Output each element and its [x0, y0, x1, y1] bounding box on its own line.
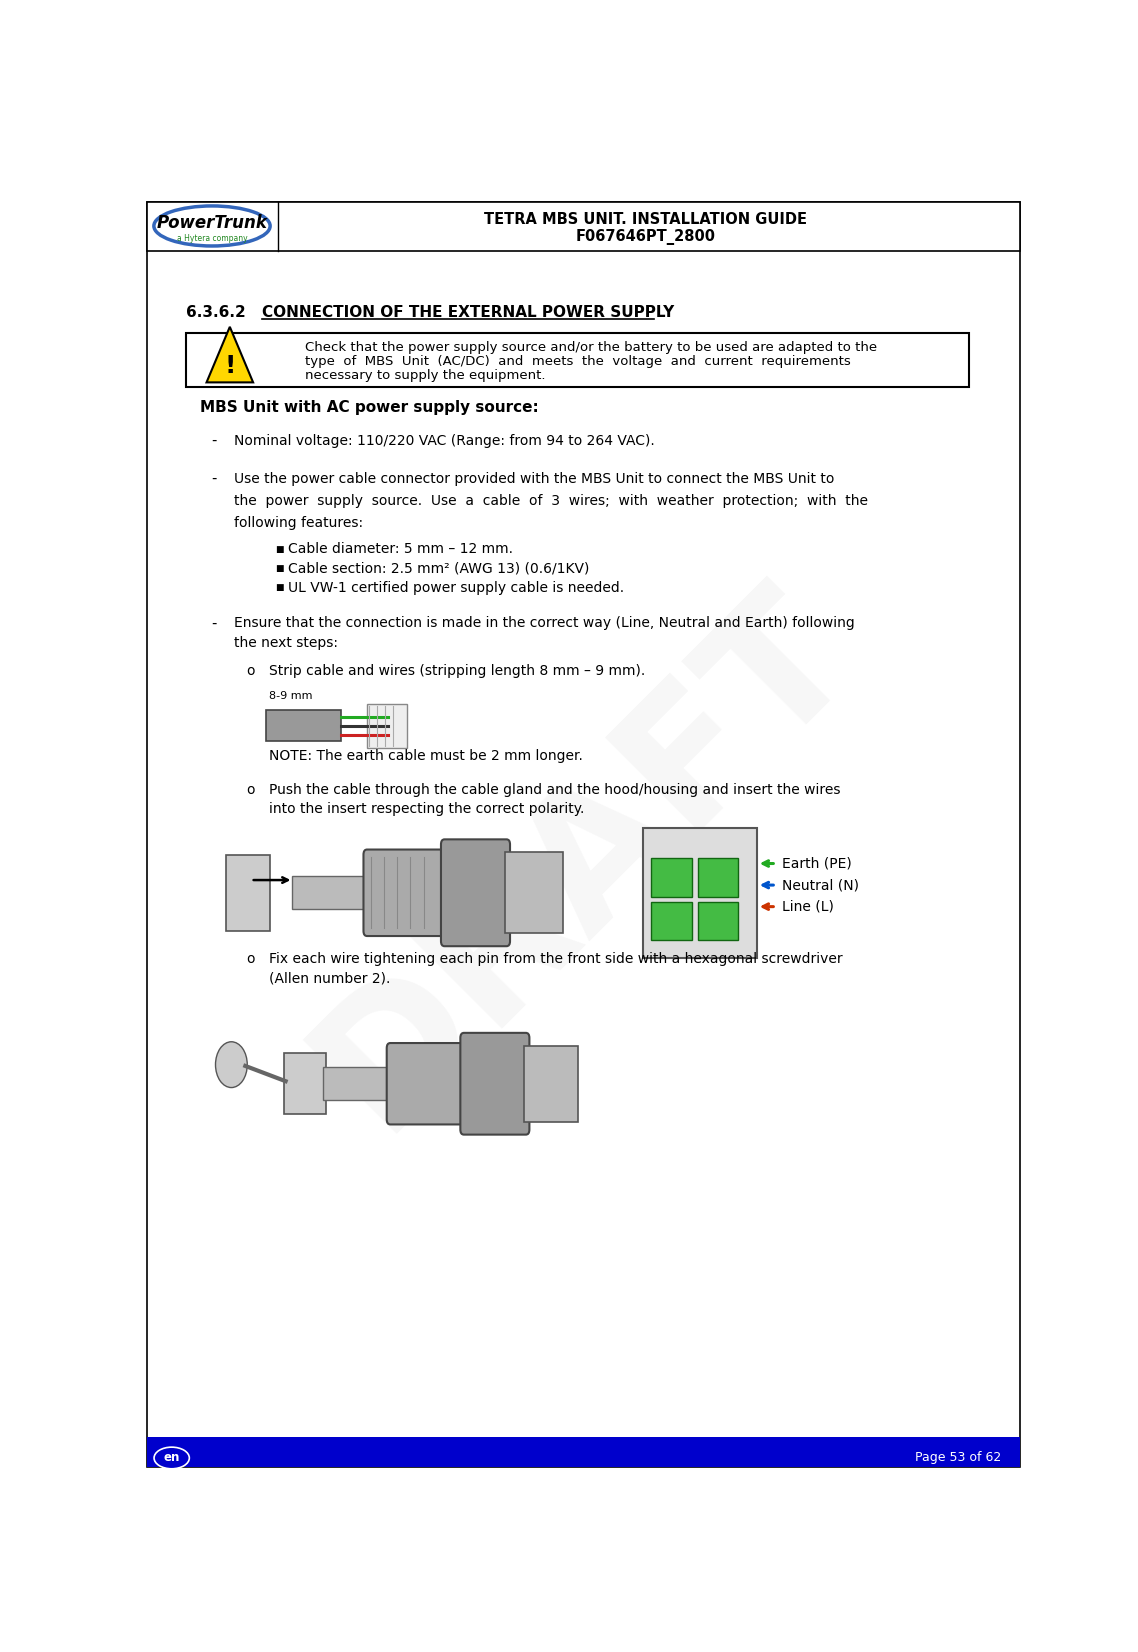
FancyBboxPatch shape [505, 852, 562, 933]
FancyBboxPatch shape [651, 902, 692, 940]
Text: -: - [212, 433, 217, 448]
Text: a Hytera company: a Hytera company [176, 235, 247, 243]
Text: UL VW-1 certified power supply cable is needed.: UL VW-1 certified power supply cable is … [288, 582, 624, 595]
FancyBboxPatch shape [187, 334, 970, 387]
Text: 6.3.6.2: 6.3.6.2 [187, 304, 257, 320]
Text: ■: ■ [275, 583, 284, 593]
Text: into the insert respecting the correct polarity.: into the insert respecting the correct p… [269, 801, 584, 816]
FancyBboxPatch shape [440, 839, 510, 947]
FancyBboxPatch shape [147, 1437, 1020, 1467]
Text: type  of  MBS  Unit  (AC/DC)  and  meets  the  voltage  and  current  requiremen: type of MBS Unit (AC/DC) and meets the v… [305, 355, 851, 368]
Text: Page 53 of 62: Page 53 of 62 [915, 1452, 1001, 1464]
Text: !: ! [224, 354, 236, 378]
FancyBboxPatch shape [323, 1067, 419, 1100]
Text: Push the cable through the cable gland and the hood/housing and insert the wires: Push the cable through the cable gland a… [269, 783, 840, 796]
Text: Check that the power supply source and/or the battery to be used are adapted to : Check that the power supply source and/o… [305, 340, 877, 354]
Text: Nominal voltage: 110/220 VAC (Range: from 94 to 264 VAC).: Nominal voltage: 110/220 VAC (Range: fro… [233, 434, 654, 448]
FancyBboxPatch shape [225, 854, 270, 932]
FancyBboxPatch shape [147, 202, 1020, 251]
Text: Use the power cable connector provided with the MBS Unit to connect the MBS Unit: Use the power cable connector provided w… [233, 471, 834, 486]
Text: -: - [212, 471, 217, 486]
Text: NOTE: The earth cable must be 2 mm longer.: NOTE: The earth cable must be 2 mm longe… [269, 750, 583, 763]
Text: en: en [164, 1452, 180, 1464]
FancyBboxPatch shape [698, 859, 739, 897]
Text: necessary to supply the equipment.: necessary to supply the equipment. [305, 368, 545, 382]
Text: -: - [212, 616, 217, 631]
Text: the next steps:: the next steps: [233, 636, 338, 651]
Text: o: o [247, 783, 255, 796]
Text: TETRA MBS UNIT. INSTALLATION GUIDE: TETRA MBS UNIT. INSTALLATION GUIDE [485, 213, 808, 228]
Text: CONNECTION OF THE EXTERNAL POWER SUPPLY: CONNECTION OF THE EXTERNAL POWER SUPPLY [263, 304, 675, 320]
FancyBboxPatch shape [266, 710, 340, 742]
FancyBboxPatch shape [643, 828, 757, 958]
Text: o: o [247, 664, 255, 677]
Text: DRAFT: DRAFT [282, 558, 884, 1161]
FancyBboxPatch shape [363, 849, 448, 937]
Text: the  power  supply  source.  Use  a  cable  of  3  wires;  with  weather  protec: the power supply source. Use a cable of … [233, 494, 867, 507]
Text: o: o [247, 952, 255, 966]
Text: ■: ■ [275, 563, 284, 573]
FancyBboxPatch shape [698, 902, 739, 940]
Text: PowerTrunk: PowerTrunk [157, 213, 267, 231]
FancyBboxPatch shape [387, 1042, 468, 1125]
Ellipse shape [154, 1447, 189, 1469]
FancyBboxPatch shape [292, 876, 395, 909]
Text: Fix each wire tightening each pin from the front side with a hexagonal screwdriv: Fix each wire tightening each pin from t… [269, 952, 842, 966]
Text: F067646PT_2800: F067646PT_2800 [576, 228, 716, 244]
Text: Line (L): Line (L) [782, 900, 833, 914]
FancyBboxPatch shape [461, 1032, 529, 1135]
Text: Earth (PE): Earth (PE) [782, 856, 851, 871]
Text: MBS Unit with AC power supply source:: MBS Unit with AC power supply source: [200, 400, 539, 415]
FancyBboxPatch shape [651, 859, 692, 897]
Text: Cable diameter: 5 mm – 12 mm.: Cable diameter: 5 mm – 12 mm. [288, 542, 513, 557]
Text: (Allen number 2).: (Allen number 2). [269, 971, 390, 985]
Text: Strip cable and wires (stripping length 8 mm – 9 mm).: Strip cable and wires (stripping length … [269, 664, 645, 677]
Text: ■: ■ [275, 545, 284, 553]
Text: 8-9 mm: 8-9 mm [269, 691, 312, 700]
Text: Neutral (N): Neutral (N) [782, 879, 859, 892]
Polygon shape [206, 327, 253, 382]
Text: Cable section: 2.5 mm² (AWG 13) (0.6/1KV): Cable section: 2.5 mm² (AWG 13) (0.6/1KV… [288, 562, 589, 575]
FancyBboxPatch shape [525, 1046, 578, 1122]
Text: Ensure that the connection is made in the correct way (Line, Neutral and Earth) : Ensure that the connection is made in th… [233, 616, 855, 631]
Circle shape [215, 1042, 247, 1087]
FancyBboxPatch shape [283, 1054, 327, 1113]
Text: following features:: following features: [233, 515, 363, 530]
FancyBboxPatch shape [366, 704, 406, 748]
